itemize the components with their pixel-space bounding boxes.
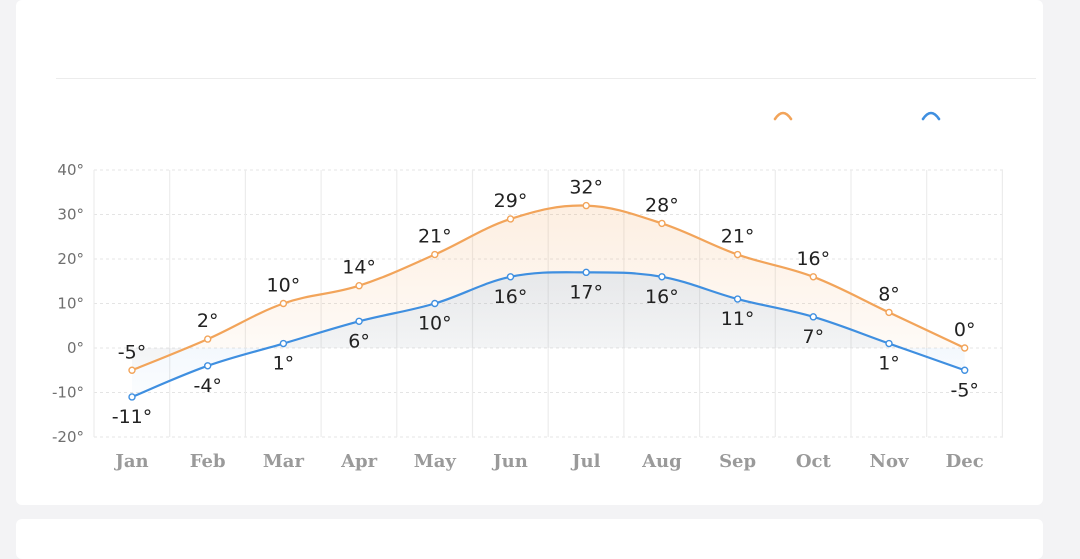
series-areas [132,205,965,397]
blue-series-point [128,393,136,401]
orange-data-label: 28° [645,194,679,216]
orange-data-label: 32° [569,177,603,199]
blue-series-point [203,362,212,370]
blue-data-label: 6° [348,330,370,352]
blue-data-label: 10° [418,313,452,335]
blue-series-point [355,317,363,325]
orange-series-icon [773,111,793,121]
orange-series-point [355,282,363,290]
blue-data-label: 11° [721,308,755,330]
blue-series-point [658,273,666,281]
legend [773,111,941,121]
series-lines [131,204,966,398]
blue-data-label: 16° [645,286,679,308]
blue-series-area [132,272,965,397]
orange-series-point [279,299,288,308]
orange-series-point [733,250,742,259]
blue-series-point [506,273,515,281]
x-tick-label: Sep [719,451,756,472]
blue-series-point [733,295,742,303]
orange-data-label: 8° [878,283,900,305]
x-tick-label: Oct [796,451,832,472]
orange-series-point [203,335,212,343]
blue-data-label: -11° [112,406,153,428]
y-tick-label: 40° [57,161,84,179]
x-tick-label: Feb [190,451,226,472]
orange-series-point [961,344,969,352]
blue-series-point [809,313,817,321]
orange-data-label: 21° [721,226,755,248]
blue-data-label: 1° [878,353,900,375]
y-tick-label: 0° [67,339,84,357]
orange-series-point [582,201,590,210]
y-axis-ticks: -20° -10° 0° 10° 20° 30° 40° [52,161,84,446]
x-axis-ticks: Jan Feb Mar Apr May Jun Jul Aug Sep Oct Nov Dec [113,451,983,472]
blue-series-point [279,339,288,348]
orange-data-label: 16° [796,248,830,270]
y-tick-label: -10° [52,384,84,402]
orange-data-label: 2° [197,310,219,332]
blue-data-label: 17° [569,281,603,303]
blue-series-point [885,339,893,348]
x-tick-label: Apr [340,451,378,472]
blue-data-label: 7° [803,326,825,348]
orange-series-point [885,308,893,317]
x-tick-label: Jun [491,451,528,472]
blue-series-icon [921,111,941,121]
x-tick-label: Aug [641,451,682,472]
blue-series-point [582,268,590,277]
orange-data-label: 0° [954,319,976,341]
orange-data-label: 10° [267,275,301,297]
card-divider [56,78,1036,79]
orange-series-point [128,366,136,374]
temperature-chart: -5° 2° 10° 14° 21° 29° 32° 28° 21° 16° 8° 0° -11° -4°… [52,111,1004,472]
orange-series-line [131,204,966,372]
series-points [128,201,969,401]
y-tick-label: 20° [57,250,84,268]
orange-data-label: 21° [418,226,452,248]
x-tick-label: Dec [946,451,984,472]
orange-series-point [658,219,666,228]
blue-series-point [431,299,439,308]
orange-series-point [809,273,817,281]
orange-data-label: -5° [118,341,146,363]
blue-data-label: -5° [950,379,978,401]
blue-data-label: 16° [494,286,528,308]
x-tick-label: Nov [870,451,909,472]
orange-series-point [431,250,439,259]
x-tick-label: May [414,451,457,472]
x-tick-label: Jul [570,451,601,472]
orange-series-point [506,215,515,223]
blue-data-label: -4° [193,375,221,397]
x-tick-label: Mar [263,451,305,472]
y-tick-label: 30° [57,206,84,224]
data-labels: -5° 2° 10° 14° 21° 29° 32° 28° 21° 16° 8° 0° -11° -4°… [112,177,979,428]
y-tick-label: 10° [57,295,84,313]
orange-data-label: 29° [494,190,528,212]
orange-data-label: 14° [342,257,376,279]
x-tick-label: Jan [113,451,148,472]
blue-series-line [131,271,966,398]
blue-series-point [961,366,969,374]
blue-data-label: 1° [273,353,295,375]
y-tick-label: -20° [52,428,84,446]
